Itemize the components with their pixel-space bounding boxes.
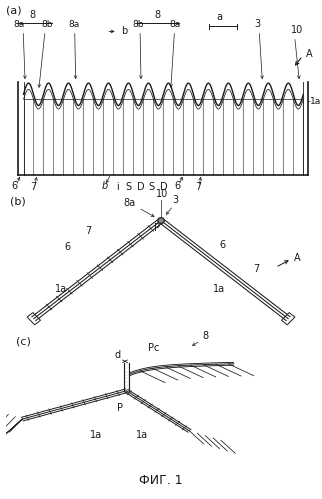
Text: b: b xyxy=(101,181,108,191)
Text: 10: 10 xyxy=(291,25,304,35)
Text: 8b: 8b xyxy=(133,20,144,29)
Text: D: D xyxy=(160,182,168,192)
Text: 8: 8 xyxy=(29,10,35,20)
Text: 7: 7 xyxy=(85,226,91,236)
Text: 6: 6 xyxy=(64,243,71,252)
Text: (c): (c) xyxy=(16,336,31,346)
Text: 8a: 8a xyxy=(69,20,80,29)
Text: 1a: 1a xyxy=(55,283,67,294)
Text: 3: 3 xyxy=(172,196,178,206)
Text: 6: 6 xyxy=(11,181,18,191)
Text: D: D xyxy=(137,182,145,192)
Text: b: b xyxy=(121,26,127,36)
Text: A: A xyxy=(294,253,300,263)
Text: i: i xyxy=(117,182,119,192)
Text: P: P xyxy=(154,224,160,234)
Text: 6: 6 xyxy=(219,240,225,250)
Text: 8: 8 xyxy=(202,331,208,341)
Text: 1a: 1a xyxy=(136,430,148,440)
Text: 8: 8 xyxy=(155,10,161,20)
Text: P: P xyxy=(117,403,123,413)
Text: 1a: 1a xyxy=(310,97,321,106)
Text: S: S xyxy=(125,182,131,192)
Text: 7: 7 xyxy=(31,182,37,193)
Text: 6: 6 xyxy=(174,181,180,191)
Text: (a): (a) xyxy=(6,5,22,15)
Text: A: A xyxy=(306,49,313,59)
Text: 10: 10 xyxy=(156,189,168,199)
Text: 7: 7 xyxy=(195,182,201,193)
Text: 3: 3 xyxy=(254,19,261,29)
Text: 7: 7 xyxy=(253,264,259,274)
Text: 8b: 8b xyxy=(41,20,52,29)
Text: a: a xyxy=(217,11,223,21)
Circle shape xyxy=(158,218,164,224)
Text: 8a: 8a xyxy=(170,20,181,29)
Text: 8a: 8a xyxy=(13,20,24,29)
Text: (b): (b) xyxy=(10,197,25,207)
Text: Pc: Pc xyxy=(148,343,160,353)
Text: 8a: 8a xyxy=(123,198,135,208)
Text: d: d xyxy=(114,350,120,360)
Text: 1a: 1a xyxy=(213,283,225,294)
Text: S: S xyxy=(149,182,155,192)
Text: ФИГ. 1: ФИГ. 1 xyxy=(139,474,183,487)
Text: 1a: 1a xyxy=(90,430,102,440)
